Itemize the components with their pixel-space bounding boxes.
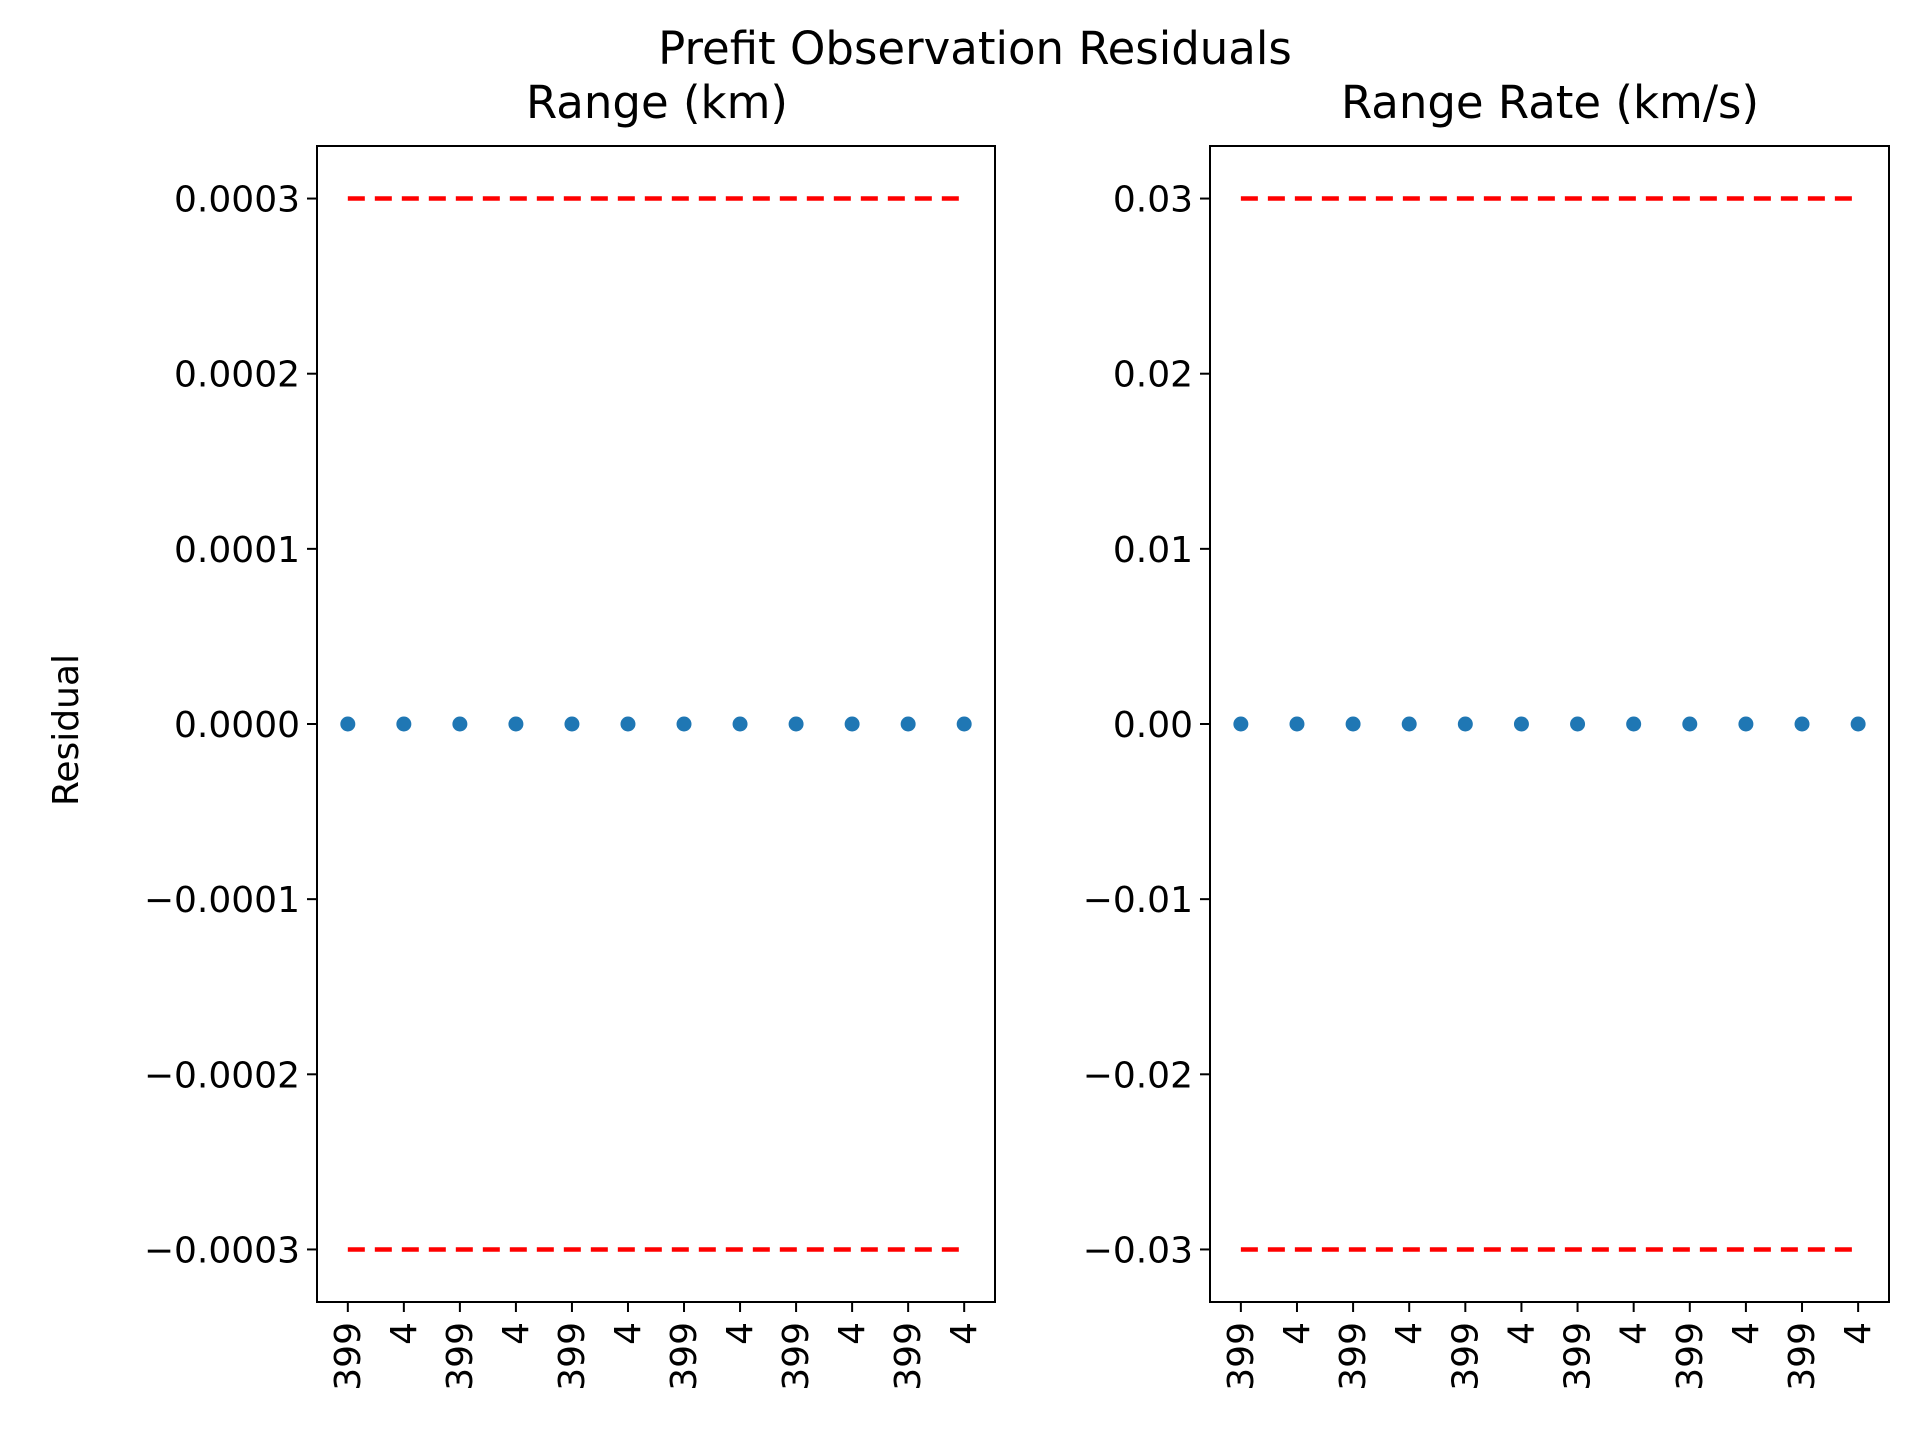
range-y-tick-label: −0.0002 [144,1055,300,1096]
range-x-tick-label: 399 [888,1322,929,1391]
range-rate-y-tick-label: −0.02 [1083,1055,1193,1096]
range-rate-data-point-10 [1794,716,1810,732]
range-x-tick-label: 399 [328,1322,369,1391]
range-rate-x-tick-label: 4 [1838,1322,1879,1345]
range-rate-data-point-4 [1457,716,1473,732]
range-data-point-0 [340,716,356,732]
range-rate-data-point-1 [1289,716,1305,732]
range-rate-data-point-9 [1738,716,1754,732]
range-rate-x-tick-label: 4 [1726,1322,1767,1345]
range-data-point-10 [900,716,916,732]
range-y-tick-label: 0.0000 [174,705,300,746]
range-data-point-1 [396,716,412,732]
range-x-tick-label: 4 [944,1322,985,1345]
range-rate-data-point-7 [1626,716,1642,732]
range-x-tick-label: 399 [552,1322,593,1391]
range-x-tick-label: 4 [720,1322,761,1345]
range-x-tick-label: 4 [496,1322,537,1345]
range-x-tick-label: 399 [440,1322,481,1391]
range-rate-y-tick-label: 0.03 [1113,180,1193,221]
range-data-point-11 [956,716,972,732]
range-x-tick-label: 399 [664,1322,705,1391]
range-x-tick-label: 4 [384,1322,425,1345]
range-data-point-3 [508,716,524,732]
range-rate-x-tick-label: 399 [1445,1322,1486,1391]
range-data-point-5 [620,716,636,732]
range-rate-y-tick-label: −0.03 [1083,1230,1193,1271]
range-y-tick-label: −0.0001 [144,880,300,921]
range-rate-y-tick-label: −0.01 [1083,880,1193,921]
range-rate-x-tick-label: 4 [1277,1322,1318,1345]
range-rate-panel: Range Rate (km/s) 0.03 0.02 0.01 0.00 −0.01 −… [1083,76,1890,1391]
range-x-tick-label: 4 [832,1322,873,1345]
range-y-tick-label: −0.0003 [144,1230,300,1271]
range-rate-y-tick-label: 0.01 [1113,530,1193,571]
range-data-point-8 [788,716,804,732]
range-y-tick-label: 0.0003 [174,180,300,221]
range-rate-x-tick-label: 399 [1558,1322,1599,1391]
range-rate-data-point-2 [1345,716,1361,732]
range-y-tick-label: 0.0002 [174,355,300,396]
range-rate-x-tick-label: 399 [1221,1322,1262,1391]
range-panel: Range (km) 0.0003 0.0002 0.0001 0.0000 −0.00… [144,76,996,1391]
range-rate-x-tick-label: 4 [1614,1322,1655,1345]
range-data-point-2 [452,716,468,732]
range-panel-title: Range (km) [526,76,788,129]
range-rate-data-point-0 [1233,716,1249,732]
range-rate-x-tick-label: 399 [1782,1322,1823,1391]
range-data-point-9 [844,716,860,732]
range-rate-x-tick-label: 4 [1389,1322,1430,1345]
figure-suptitle: Prefit Observation Residuals [658,22,1292,75]
range-data-point-4 [564,716,580,732]
range-x-tick-label: 4 [608,1322,649,1345]
range-rate-x-tick-label: 399 [1670,1322,1711,1391]
range-rate-y-tick-label: 0.00 [1113,705,1193,746]
range-y-tick-label: 0.0001 [174,530,300,571]
range-rate-x-tick-label: 399 [1333,1322,1374,1391]
range-rate-panel-title: Range Rate (km/s) [1341,76,1759,129]
range-rate-data-point-6 [1570,716,1586,732]
range-rate-data-point-3 [1401,716,1417,732]
range-x-tick-label: 399 [776,1322,817,1391]
range-rate-data-point-8 [1682,716,1698,732]
range-data-point-6 [676,716,692,732]
range-data-point-7 [732,716,748,732]
range-rate-data-point-5 [1513,716,1529,732]
range-rate-y-tick-label: 0.02 [1113,355,1193,396]
range-rate-data-point-11 [1850,716,1866,732]
y-axis-label: Residual [46,654,87,806]
range-rate-x-tick-label: 4 [1501,1322,1542,1345]
